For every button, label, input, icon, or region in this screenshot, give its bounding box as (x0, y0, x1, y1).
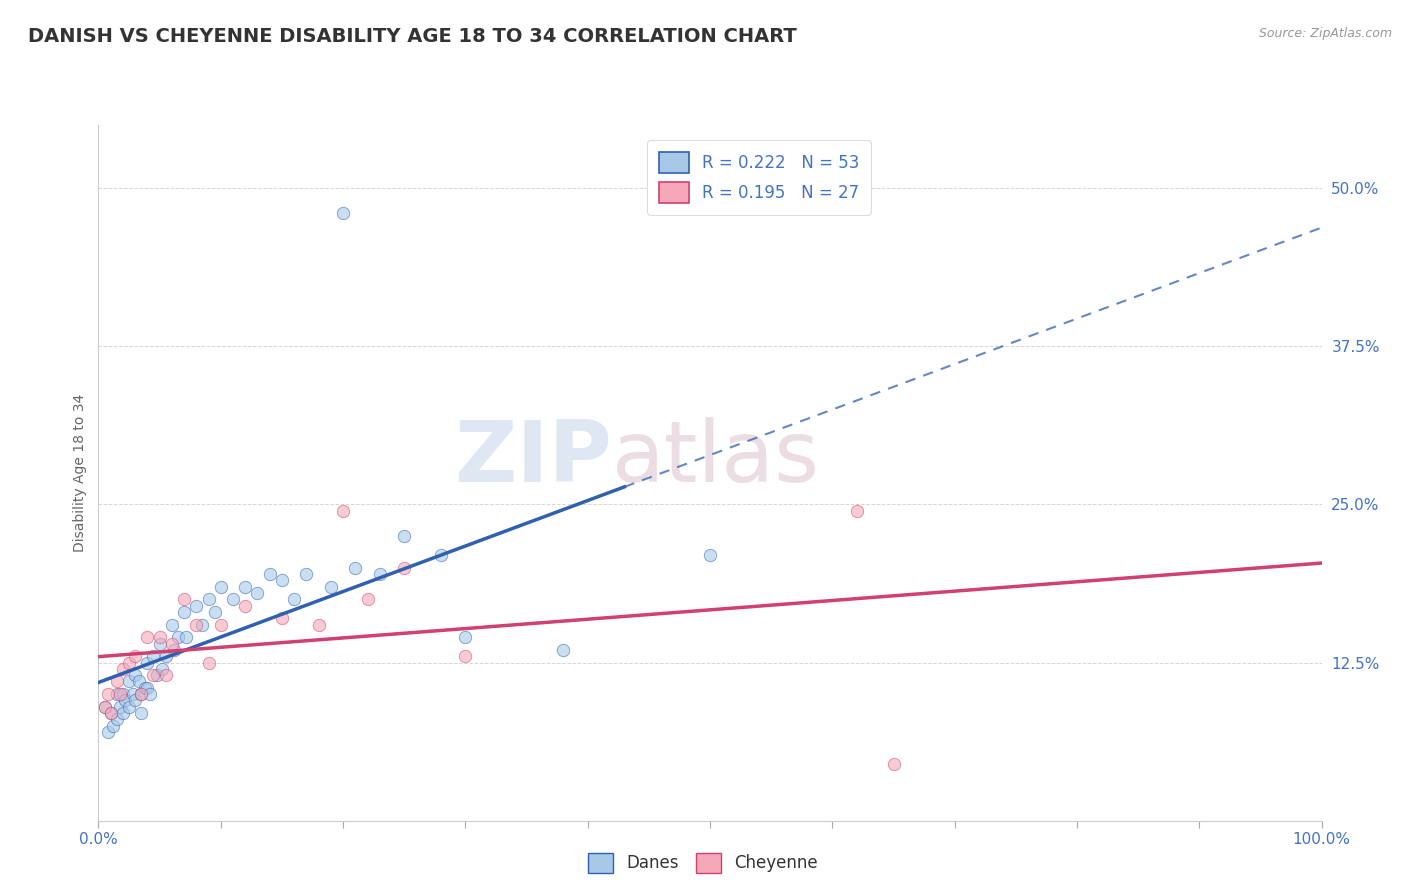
Point (149, 636, 172, 650)
Point (233, 599, 256, 613)
Point (186, 617, 208, 632)
Point (173, 605, 195, 619)
Point (100, 706, 122, 720)
Point (105, 687, 128, 701)
Point (392, 560, 416, 574)
Point (105, 674, 128, 689)
Point (111, 687, 134, 701)
Point (105, 713, 128, 727)
Point (142, 649, 165, 664)
Point (111, 662, 134, 676)
Point (430, 548, 453, 562)
Point (97, 687, 120, 701)
Point (186, 599, 208, 613)
Point (139, 687, 162, 701)
Point (100, 706, 122, 720)
Point (129, 687, 152, 701)
Point (270, 574, 294, 588)
Point (134, 681, 156, 695)
Point (101, 719, 124, 733)
Point (93, 699, 115, 714)
Point (699, 548, 721, 562)
Point (295, 566, 318, 581)
Point (454, 630, 477, 644)
Point (124, 649, 146, 664)
Point (110, 687, 132, 701)
Text: ZIP: ZIP (454, 417, 612, 500)
Point (146, 668, 169, 682)
Point (118, 656, 141, 670)
Point (197, 656, 219, 670)
Point (160, 636, 183, 650)
Point (124, 693, 146, 707)
Legend: Danes, Cheyenne: Danes, Cheyenne (582, 847, 824, 880)
Point (167, 630, 190, 644)
Point (124, 668, 146, 682)
Point (209, 617, 232, 632)
Point (173, 592, 195, 607)
Text: DANISH VS CHEYENNE DISABILITY AGE 18 TO 34 CORRELATION CHART: DANISH VS CHEYENNE DISABILITY AGE 18 TO … (28, 27, 797, 45)
Point (155, 649, 177, 664)
Point (204, 605, 226, 619)
Point (553, 643, 575, 657)
Point (191, 617, 214, 632)
Point (114, 693, 136, 707)
Point (332, 504, 354, 518)
Point (270, 611, 294, 625)
Point (176, 630, 198, 644)
Point (121, 687, 143, 701)
Legend: R = 0.222   N = 53, R = 0.195   N = 27: R = 0.222 N = 53, R = 0.195 N = 27 (647, 140, 870, 215)
Point (136, 681, 159, 695)
Point (209, 580, 232, 594)
Point (129, 706, 152, 720)
Point (368, 566, 391, 581)
Point (233, 580, 256, 594)
Point (332, 206, 354, 220)
Point (392, 529, 416, 543)
Point (111, 706, 134, 720)
Point (197, 592, 219, 607)
Y-axis label: Disability Age 18 to 34: Disability Age 18 to 34 (73, 393, 87, 552)
Point (246, 586, 269, 600)
Point (128, 674, 150, 689)
Point (150, 662, 173, 676)
Point (136, 656, 159, 670)
Point (97, 725, 120, 739)
Point (160, 617, 183, 632)
Point (883, 756, 905, 771)
Point (259, 566, 281, 581)
Point (845, 504, 868, 518)
Point (163, 643, 186, 657)
Point (155, 668, 177, 682)
Point (110, 699, 132, 714)
Point (149, 630, 172, 644)
Text: atlas: atlas (612, 417, 820, 500)
Point (118, 674, 141, 689)
Point (283, 592, 305, 607)
Point (222, 592, 245, 607)
Point (142, 668, 165, 682)
Point (93, 699, 115, 714)
Point (118, 699, 141, 714)
Point (454, 649, 477, 664)
Point (319, 580, 342, 594)
Point (308, 617, 330, 632)
Point (129, 687, 152, 701)
Point (356, 592, 378, 607)
Point (344, 560, 367, 574)
Text: Source: ZipAtlas.com: Source: ZipAtlas.com (1258, 27, 1392, 40)
Point (136, 630, 159, 644)
